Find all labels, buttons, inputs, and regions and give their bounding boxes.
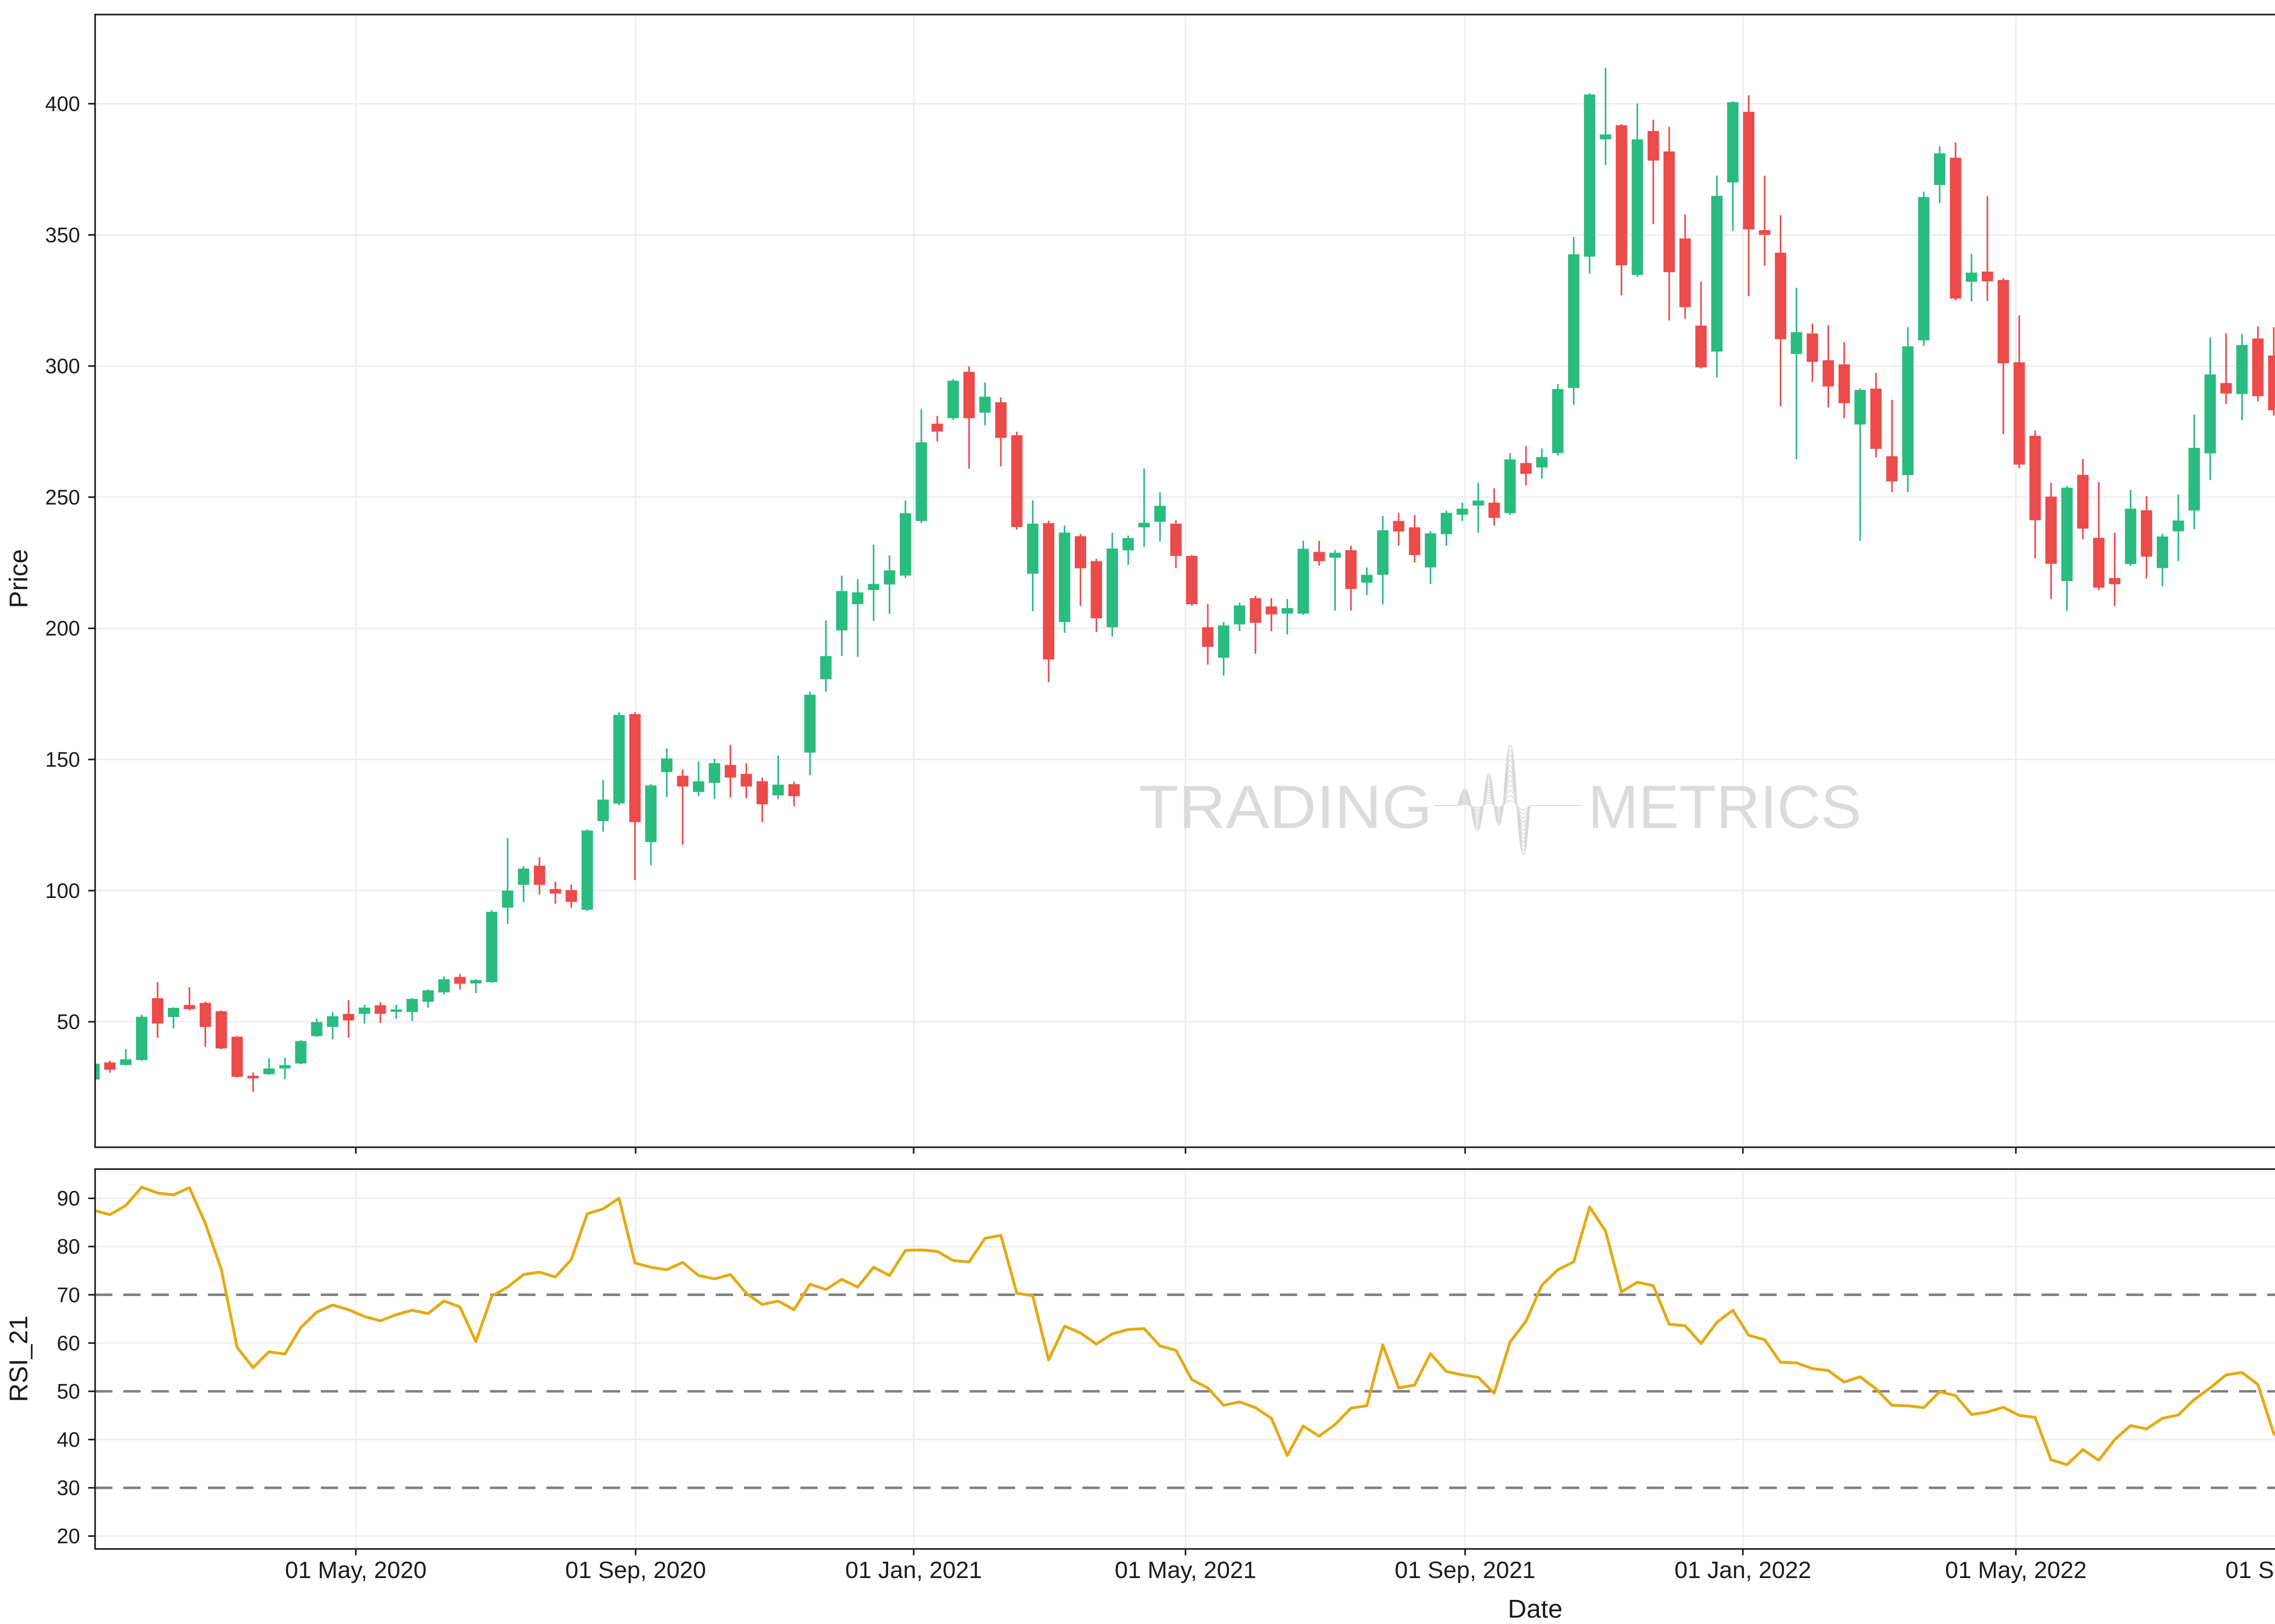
svg-text:90: 90: [57, 1186, 80, 1210]
svg-text:200: 200: [45, 616, 80, 640]
svg-text:01 May, 2021: 01 May, 2021: [1115, 1557, 1256, 1584]
svg-text:01 Jan, 2022: 01 Jan, 2022: [1674, 1557, 1811, 1584]
svg-text:RSI_21: RSI_21: [4, 1316, 33, 1402]
svg-text:01 Sep, 2021: 01 Sep, 2021: [1395, 1557, 1535, 1584]
svg-text:300: 300: [45, 354, 80, 378]
svg-text:50: 50: [57, 1010, 80, 1034]
svg-text:20: 20: [57, 1524, 80, 1548]
svg-text:80: 80: [57, 1235, 80, 1258]
svg-text:01 May, 2020: 01 May, 2020: [285, 1557, 426, 1584]
svg-text:350: 350: [45, 223, 80, 247]
svg-text:01 Sep, 2020: 01 Sep, 2020: [565, 1557, 706, 1584]
svg-text:Price: Price: [4, 549, 33, 608]
svg-text:METRICS: METRICS: [1588, 773, 1861, 841]
svg-text:70: 70: [57, 1283, 80, 1306]
svg-text:40: 40: [57, 1428, 80, 1452]
svg-text:01 Jan, 2021: 01 Jan, 2021: [845, 1557, 982, 1584]
svg-text:TRADING: TRADING: [1139, 773, 1432, 841]
svg-text:50: 50: [57, 1380, 80, 1403]
svg-text:400: 400: [45, 92, 80, 116]
svg-text:01 Sep, 2022: 01 Sep, 2022: [2225, 1557, 2275, 1584]
svg-text:60: 60: [57, 1331, 80, 1355]
svg-text:30: 30: [57, 1476, 80, 1500]
svg-text:01 May, 2022: 01 May, 2022: [1945, 1557, 2087, 1584]
svg-text:100: 100: [45, 879, 80, 903]
svg-text:250: 250: [45, 485, 80, 509]
svg-text:Date: Date: [1508, 1594, 1562, 1624]
svg-text:150: 150: [45, 748, 80, 772]
